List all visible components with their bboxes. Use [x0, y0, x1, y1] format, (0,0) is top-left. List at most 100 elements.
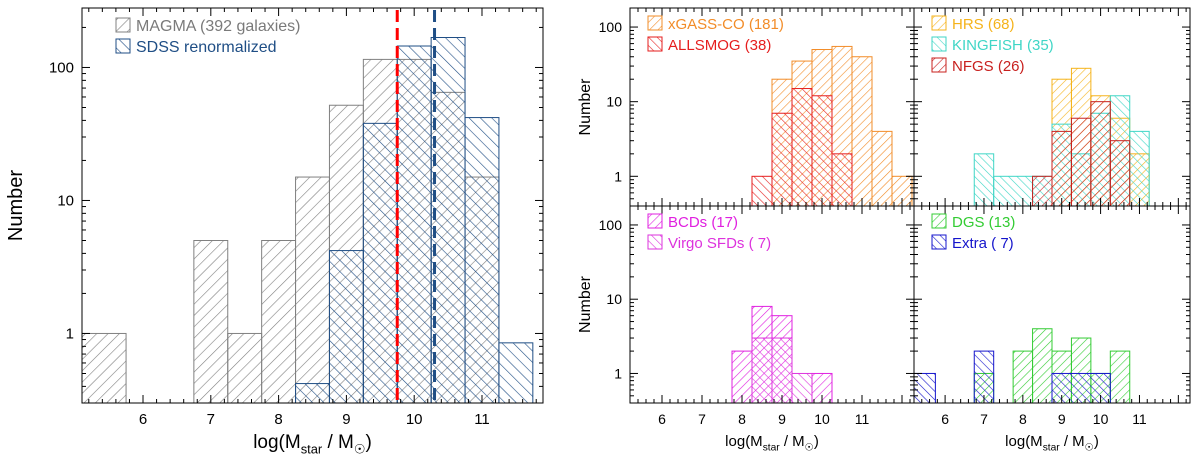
panel-top-right: HRS (68) KINGFISH (35) NFGS (26) — [913, 7, 1191, 207]
bar-dgs-13-8.25 — [1032, 328, 1053, 404]
legend-label-extra-7: Extra ( 7) — [952, 235, 1014, 252]
bar-nfgs-26-8.75 — [1051, 130, 1072, 207]
bar-xgass-co-181-11.25 — [871, 130, 893, 207]
x-tick-label: 9 — [778, 411, 786, 427]
bar-sdss-renormalized-10.75 — [464, 117, 500, 404]
bar-magma-392-galaxies-7.25 — [227, 332, 263, 404]
bar-allsmog-38-8.75 — [771, 112, 793, 207]
series-sdss-renormalized — [295, 37, 534, 404]
legend-label-xgass-co-181: xGASS-CO (181) — [668, 16, 784, 33]
axes-frame — [913, 205, 1191, 404]
legend-swatch-dgs-13 — [931, 213, 947, 229]
bar-nfgs-26-9.75 — [1090, 101, 1111, 207]
legend-label-kingfish-35: KINGFISH (35) — [952, 37, 1054, 54]
x-tick-label: 10 — [1093, 411, 1109, 427]
x-tick-label: 7 — [980, 411, 988, 427]
x-tick-label: 10 — [814, 411, 830, 427]
bar-sdss-renormalized-8.75 — [328, 250, 364, 404]
bar-dgs-13-10.25 — [1109, 350, 1131, 404]
bar-sdss-renormalized-9.25 — [362, 122, 398, 404]
y-axis-label: Number — [577, 275, 594, 333]
axes-frame — [81, 7, 544, 404]
legend-label-virgo-sfds-7: Virgo SFDs ( 7) — [668, 235, 771, 252]
legend: xGASS-CO (181) ALLSMOG (38) — [647, 15, 784, 54]
y-tick-label: 100 — [599, 217, 623, 233]
x-tick-label: 7 — [698, 411, 706, 427]
bar-sdss-renormalized-11.25 — [498, 342, 534, 404]
legend: MAGMA (392 galaxies) SDSS renormalized — [115, 17, 301, 56]
y-axis-label: Number — [5, 170, 27, 241]
x-tick-label: 6 — [658, 411, 666, 427]
x-tick-label: 11 — [474, 411, 490, 428]
legend-label-sdss-renormalized: SDSS renormalized — [136, 39, 277, 56]
x-tick-label: 8 — [274, 411, 282, 428]
x-tick-label: 9 — [342, 411, 350, 428]
bar-kingfish-35-10.75 — [1129, 130, 1150, 207]
y-tick-label: 100 — [49, 59, 74, 76]
legend-label-hrs-68: HRS (68) — [952, 16, 1015, 33]
legend-swatch-extra-7 — [931, 234, 947, 250]
legend-label-nfgs-26: NFGS (26) — [952, 58, 1025, 75]
bar-allsmog-38-8.25 — [751, 175, 773, 207]
x-tick-label: 8 — [738, 411, 746, 427]
panel-bottom-right: 6 7 8 9 10 11 log(Mstar​ / M☉​) DGS (13) Extra (… — [913, 205, 1191, 454]
bar-extra-7-8.75 — [1051, 372, 1111, 404]
bar-xgass-co-181-10.75 — [851, 56, 873, 207]
bar-sdss-renormalized-9.75 — [396, 45, 432, 404]
bar-magma-392-galaxies-8.25 — [295, 176, 330, 404]
series-virgo-sfds-7 — [751, 337, 813, 404]
bar-extra-7-5.2 — [913, 372, 936, 404]
bar-nfgs-26-10.25 — [1109, 140, 1131, 207]
legend-swatch-sdss-renormalized — [115, 38, 131, 54]
legend-swatch-allsmog-38 — [647, 36, 663, 52]
x-axis-label: log(Mstar​ / M☉​) — [1005, 433, 1099, 454]
legend-swatch-magma-392-galaxies — [115, 17, 131, 33]
bar-allsmog-38-9.75 — [811, 95, 833, 207]
y-tick-label: 1 — [614, 365, 622, 381]
legend-swatch-virgo-sfds-7 — [647, 234, 663, 250]
x-tick-label: 6 — [941, 411, 949, 427]
legend: BCDs (17) Virgo SFDs ( 7) — [647, 213, 771, 252]
x-tick-label: 11 — [1132, 411, 1147, 427]
y-tick-label: 10 — [57, 192, 74, 209]
bar-allsmog-38-10.25 — [831, 153, 853, 207]
legend-label-allsmog-38: ALLSMOG (38) — [668, 37, 771, 54]
bar-virgo-sfds-7-8.25 — [751, 337, 773, 404]
x-tick-label: 11 — [855, 411, 870, 427]
series-nfgs-26 — [1032, 101, 1131, 207]
y-tick-label: 100 — [599, 19, 623, 35]
bar-virgo-sfds-7-9.25 — [791, 372, 813, 404]
y-axis-label: Number — [577, 78, 594, 136]
bar-kingfish-35-7.25 — [993, 175, 1034, 207]
bar-sdss-renormalized-10.25 — [430, 37, 466, 404]
legend-swatch-xgass-co-181 — [647, 15, 663, 31]
series-extra-7 — [913, 350, 1111, 404]
panel-top-left: 1 10 100 Number xGASS-CO (181) ALLSMOG (38) — [577, 7, 915, 207]
x-tick-label: 6 — [139, 411, 147, 428]
bar-nfgs-26-8.25 — [1032, 175, 1053, 207]
bar-magma-392-galaxies-5.1 — [81, 332, 127, 404]
y-tick-label: 1 — [614, 168, 622, 184]
x-tick-label: 10 — [406, 411, 423, 428]
legend-label-magma-392-galaxies: MAGMA (392 galaxies) — [136, 18, 301, 35]
bar-nfgs-26-9.25 — [1070, 117, 1092, 207]
x-tick-label: 7 — [207, 411, 215, 428]
y-tick-label: 10 — [606, 94, 622, 110]
legend-swatch-hrs-68 — [931, 15, 947, 31]
bar-allsmog-38-9.25 — [791, 88, 813, 207]
series-allsmog-38 — [751, 88, 853, 207]
legend-swatch-bcds-17 — [647, 213, 663, 229]
legend-swatch-nfgs-26 — [931, 57, 947, 73]
legend: HRS (68) KINGFISH (35) NFGS (26) — [931, 15, 1054, 75]
legend-swatch-kingfish-35 — [931, 36, 947, 52]
bar-sdss-renormalized-8.25 — [295, 383, 330, 404]
x-tick-label: 8 — [1019, 411, 1027, 427]
legend-label-dgs-13: DGS (13) — [952, 214, 1015, 231]
legend: DGS (13) Extra ( 7) — [931, 213, 1015, 252]
x-axis-label: log(Mstar​ / M☉​) — [725, 433, 819, 454]
bar-virgo-sfds-7-8.75 — [771, 337, 793, 404]
x-tick-label: 9 — [1058, 411, 1066, 427]
